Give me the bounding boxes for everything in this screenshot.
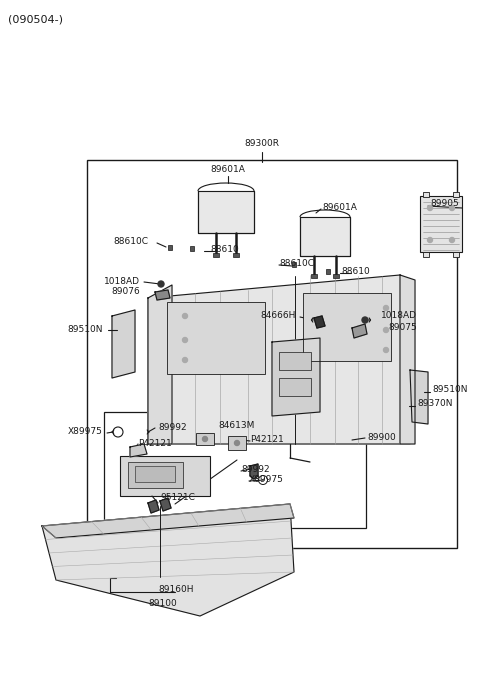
Text: 84666H: 84666H xyxy=(261,311,296,321)
Circle shape xyxy=(384,306,388,311)
Bar xyxy=(213,253,219,257)
Text: P42121: P42121 xyxy=(250,435,284,445)
Bar xyxy=(128,462,183,488)
Bar xyxy=(168,245,172,250)
Bar xyxy=(135,466,175,482)
Text: 88610: 88610 xyxy=(210,245,239,254)
Circle shape xyxy=(362,317,368,323)
Text: 89510N: 89510N xyxy=(68,325,103,334)
Text: 89900: 89900 xyxy=(367,433,396,441)
Text: 89076: 89076 xyxy=(111,287,140,296)
Circle shape xyxy=(449,205,455,210)
Text: 84613M: 84613M xyxy=(218,422,254,431)
Bar xyxy=(190,246,194,251)
Polygon shape xyxy=(272,338,320,416)
Bar xyxy=(453,252,459,257)
Circle shape xyxy=(449,237,455,243)
Polygon shape xyxy=(160,498,171,511)
Text: 88610C: 88610C xyxy=(279,260,314,268)
Bar xyxy=(423,252,429,257)
Text: 89160H: 89160H xyxy=(158,586,194,595)
Bar xyxy=(233,253,239,257)
Text: (090504-): (090504-) xyxy=(8,14,63,24)
Polygon shape xyxy=(42,504,294,538)
Polygon shape xyxy=(314,316,325,328)
Bar xyxy=(167,302,265,374)
Circle shape xyxy=(203,437,207,441)
Polygon shape xyxy=(42,504,294,616)
Polygon shape xyxy=(400,275,415,444)
Circle shape xyxy=(235,441,240,445)
Polygon shape xyxy=(352,324,367,338)
Polygon shape xyxy=(148,275,415,444)
Polygon shape xyxy=(112,310,135,378)
Circle shape xyxy=(182,313,188,319)
Polygon shape xyxy=(198,191,254,233)
Text: P42121: P42121 xyxy=(138,439,172,447)
Circle shape xyxy=(384,348,388,353)
Bar xyxy=(423,192,429,197)
Bar xyxy=(326,269,330,274)
Bar xyxy=(120,456,210,496)
Text: 89370N: 89370N xyxy=(417,399,453,409)
Polygon shape xyxy=(410,370,428,424)
Circle shape xyxy=(384,327,388,332)
Polygon shape xyxy=(155,290,170,300)
Text: 88610: 88610 xyxy=(341,268,370,277)
Text: 89300R: 89300R xyxy=(244,139,279,148)
Text: 1018AD: 1018AD xyxy=(104,277,140,285)
Bar xyxy=(87,160,457,548)
Bar xyxy=(228,436,246,450)
Bar xyxy=(311,274,317,278)
Text: 89601A: 89601A xyxy=(322,203,357,212)
Bar xyxy=(420,196,462,252)
Bar xyxy=(333,274,339,278)
Circle shape xyxy=(428,205,432,210)
Circle shape xyxy=(158,281,164,287)
Text: 89100: 89100 xyxy=(149,599,178,608)
Circle shape xyxy=(428,237,432,243)
Bar xyxy=(279,378,311,396)
Text: 89992: 89992 xyxy=(241,464,270,473)
Text: 89075: 89075 xyxy=(388,323,417,332)
Polygon shape xyxy=(300,217,350,256)
Polygon shape xyxy=(130,444,147,457)
Text: 95121C: 95121C xyxy=(161,492,195,502)
Bar xyxy=(196,433,214,445)
Bar xyxy=(104,412,366,528)
Text: 1018AD: 1018AD xyxy=(381,311,417,321)
Circle shape xyxy=(182,357,188,363)
Text: X89975: X89975 xyxy=(68,428,103,437)
Polygon shape xyxy=(148,500,159,513)
Polygon shape xyxy=(148,285,172,444)
Circle shape xyxy=(182,338,188,342)
Polygon shape xyxy=(250,464,258,479)
Text: 89905: 89905 xyxy=(430,199,459,207)
Bar xyxy=(292,262,296,267)
Bar xyxy=(279,352,311,370)
Text: X89975: X89975 xyxy=(249,475,284,485)
Bar xyxy=(453,192,459,197)
Text: 89992: 89992 xyxy=(158,422,187,431)
Bar xyxy=(303,293,391,361)
Text: 89510N: 89510N xyxy=(432,386,468,395)
Text: 88610C: 88610C xyxy=(113,237,148,247)
Text: 89601A: 89601A xyxy=(211,165,245,174)
